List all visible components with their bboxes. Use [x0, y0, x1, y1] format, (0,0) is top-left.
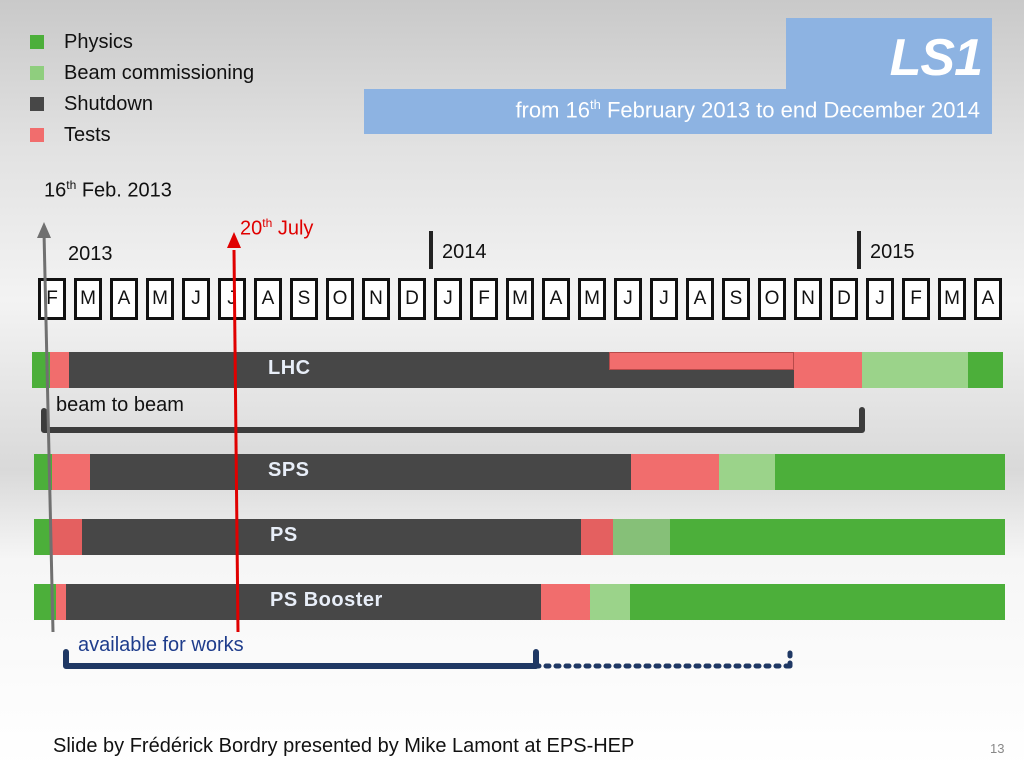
page-number: 13	[990, 741, 1005, 756]
bar-segment-tests	[581, 519, 613, 555]
start-rest: Feb. 2013	[76, 179, 172, 202]
month-cell: M	[578, 278, 606, 320]
year-label-2014: 2014	[442, 241, 487, 263]
start-sup: th	[66, 178, 77, 192]
machine-label-lhc: LHC	[268, 357, 311, 379]
month-cell: N	[794, 278, 822, 320]
legend-swatch-physics	[30, 35, 44, 49]
month-cell: A	[254, 278, 282, 320]
page-title: LS1	[889, 29, 983, 87]
month-cell: D	[830, 278, 858, 320]
year-tick-2014	[429, 231, 433, 269]
legend-swatch-tests	[30, 128, 44, 142]
bar-segment-physics	[34, 584, 56, 620]
month-cell: F	[470, 278, 498, 320]
month-cell: J	[182, 278, 210, 320]
year-label-2015: 2015	[870, 241, 915, 263]
month-cell: J	[614, 278, 642, 320]
legend-label-beam-commissioning: Beam commissioning	[64, 61, 255, 84]
bar-segment-tests	[56, 584, 66, 620]
month-cell: N	[362, 278, 390, 320]
beam-to-beam-label: beam to beam	[56, 394, 184, 416]
month-cell: A	[542, 278, 570, 320]
bar-segment-beam-commissioning	[613, 519, 670, 555]
bar-segment-physics	[968, 352, 1003, 388]
month-cell: O	[758, 278, 786, 320]
month-cell: O	[326, 278, 354, 320]
month-cell: F	[902, 278, 930, 320]
bar-segment-tests	[794, 352, 862, 388]
start-day: 16	[44, 179, 67, 202]
bar-segment-shutdown	[90, 454, 631, 490]
bar-segment-tests	[52, 519, 82, 555]
bar-segment-tests	[609, 352, 794, 370]
month-cell: J	[434, 278, 462, 320]
month-cell: J	[866, 278, 894, 320]
bar-segment-beam-commissioning	[862, 352, 968, 388]
july-marker-label: 20th July	[240, 216, 313, 241]
year-label-2013: 2013	[68, 243, 113, 265]
bar-segment-shutdown	[66, 584, 541, 620]
legend-label-shutdown: Shutdown	[64, 92, 153, 115]
month-cell: M	[506, 278, 534, 320]
month-cell: A	[974, 278, 1002, 320]
legend-label-tests: Tests	[64, 123, 111, 146]
month-cell: S	[722, 278, 750, 320]
bar-segment-physics	[34, 454, 52, 490]
month-cell: M	[74, 278, 102, 320]
bar-segment-shutdown	[69, 352, 609, 388]
july-arrow-head	[227, 232, 241, 248]
bar-segment-physics	[34, 519, 52, 555]
month-cell: S	[290, 278, 318, 320]
bar-segment-physics	[630, 584, 1005, 620]
bar-segment-physics	[775, 454, 1005, 490]
machine-label-ps: PS	[270, 524, 298, 546]
bar-segment-tests	[50, 352, 69, 388]
month-cell: D	[398, 278, 426, 320]
legend-item-beam-commissioning: Beam commissioning	[30, 61, 254, 85]
month-cell: A	[686, 278, 714, 320]
bar-segment-tests	[541, 584, 590, 620]
year-tick-2015	[857, 231, 861, 269]
bar-segment-shutdown	[609, 370, 794, 388]
start-arrow	[42, 231, 55, 633]
period-rest: February 2013 to end December 2014	[600, 97, 980, 123]
bar-segment-physics	[670, 519, 1005, 555]
legend-item-shutdown: Shutdown	[30, 92, 153, 116]
month-cell: J	[218, 278, 246, 320]
july-day: 20	[240, 217, 263, 240]
bar-segment-tests	[52, 454, 90, 490]
legend-item-physics: Physics	[30, 30, 133, 54]
period-from-sup: th	[590, 97, 601, 112]
july-sup: th	[262, 216, 273, 230]
machine-label-sps: SPS	[268, 459, 310, 481]
july-rest: July	[272, 217, 314, 240]
period-box	[364, 89, 992, 134]
month-cell: M	[146, 278, 174, 320]
bar-segment-tests	[631, 454, 719, 490]
machine-label-ps-booster: PS Booster	[270, 589, 383, 611]
legend-swatch-shutdown	[30, 97, 44, 111]
month-cell: A	[110, 278, 138, 320]
legend-label-physics: Physics	[64, 30, 133, 53]
bar-segment-beam-commissioning	[719, 454, 775, 490]
legend-item-tests: Tests	[30, 123, 111, 147]
start-date-label: 16th Feb. 2013	[44, 178, 172, 203]
month-cell: F	[38, 278, 66, 320]
month-cell: J	[650, 278, 678, 320]
start-arrow-head	[37, 222, 51, 238]
legend-swatch-beam-commissioning	[30, 66, 44, 80]
bar-segment-shutdown	[82, 519, 581, 555]
period-subtitle: from 16th February 2013 to end December …	[364, 97, 980, 123]
month-cell: M	[938, 278, 966, 320]
bar-segment-beam-commissioning	[590, 584, 630, 620]
title-box	[786, 18, 992, 90]
period-from: from 16	[515, 97, 591, 123]
available-for-works-label: available for works	[78, 634, 244, 656]
july-arrow	[232, 249, 240, 633]
footer-credit: Slide by Frédérick Bordry presented by M…	[53, 735, 635, 757]
